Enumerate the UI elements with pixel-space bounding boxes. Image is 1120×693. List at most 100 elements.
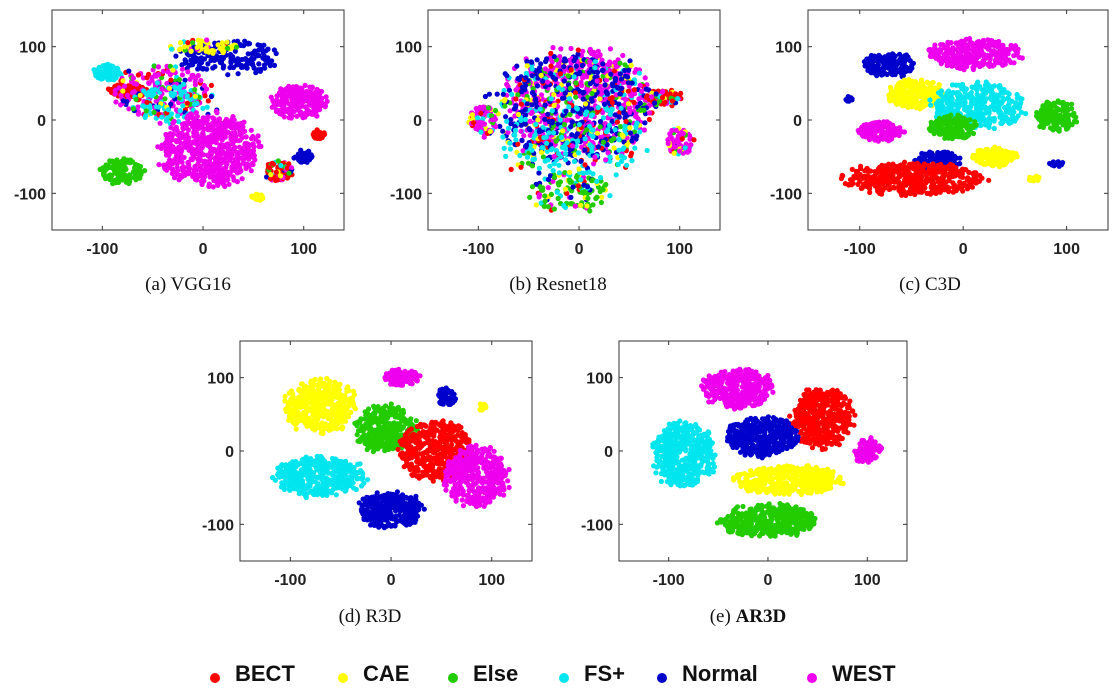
point-west — [159, 142, 165, 148]
point-fsplus — [978, 122, 984, 129]
point-normal — [263, 48, 269, 54]
point-normal — [515, 76, 521, 82]
point-normal — [237, 42, 243, 48]
point-west — [172, 156, 178, 162]
point-west — [180, 121, 186, 127]
point-fsplus — [994, 107, 1000, 113]
point-else — [515, 92, 521, 98]
point-fsplus — [529, 147, 535, 153]
point-else — [600, 139, 607, 145]
point-west — [307, 84, 313, 90]
point-west — [632, 69, 638, 75]
point-normal — [601, 101, 608, 107]
point-fsplus — [975, 79, 981, 85]
point-west — [979, 49, 985, 56]
point-fsplus — [1009, 112, 1016, 119]
point-west — [225, 176, 231, 183]
point-west — [181, 154, 187, 161]
point-fsplus — [506, 125, 512, 131]
point-west — [688, 142, 694, 148]
point-cae — [220, 43, 226, 49]
point-else — [600, 73, 606, 79]
point-normal — [486, 91, 492, 97]
point-bect — [667, 91, 673, 97]
point-west — [207, 143, 213, 150]
point-normal — [586, 69, 593, 75]
point-normal — [582, 147, 588, 153]
point-west — [527, 118, 533, 124]
point-bect — [631, 87, 638, 93]
point-normal — [506, 87, 513, 93]
point-west — [521, 133, 527, 139]
point-normal — [232, 57, 238, 64]
point-else — [151, 109, 157, 115]
point-west — [283, 86, 289, 92]
point-west — [307, 102, 314, 108]
point-cae — [918, 77, 925, 83]
point-west — [604, 77, 610, 83]
point-west — [240, 124, 246, 130]
point-else — [492, 108, 499, 114]
point-bect — [644, 93, 650, 99]
point-fsplus — [95, 67, 101, 73]
point-west — [192, 163, 198, 170]
point-fsplus — [940, 95, 946, 101]
point-west — [587, 59, 593, 65]
point-normal — [230, 64, 237, 71]
point-west — [167, 131, 173, 137]
point-else — [956, 119, 962, 125]
point-cae — [893, 86, 900, 92]
point-bect — [607, 96, 613, 102]
point-fsplus — [979, 92, 985, 98]
point-west — [167, 144, 173, 150]
point-west — [313, 99, 319, 106]
point-fsplus — [544, 148, 550, 154]
point-west — [242, 140, 248, 147]
point-west — [199, 169, 205, 175]
point-else — [525, 160, 532, 166]
point-fsplus — [988, 104, 994, 110]
point-normal — [538, 61, 544, 67]
point-normal — [612, 112, 618, 118]
point-fsplus — [512, 132, 518, 138]
point-west — [977, 63, 983, 70]
point-normal — [600, 67, 606, 73]
point-west — [1019, 55, 1025, 61]
point-else — [502, 103, 508, 109]
point-west — [529, 109, 535, 115]
point-normal — [653, 91, 659, 97]
point-cae — [900, 97, 906, 103]
panel-caption: (a) VGG16 — [145, 274, 231, 295]
point-normal — [242, 38, 248, 44]
point-west — [129, 90, 136, 96]
point-fsplus — [606, 122, 613, 128]
point-else — [542, 198, 548, 204]
point-bect — [575, 47, 581, 53]
point-west — [256, 143, 262, 149]
point-west — [169, 137, 175, 143]
point-west — [251, 144, 257, 150]
point-west — [595, 48, 601, 54]
point-normal — [645, 87, 652, 93]
point-normal — [511, 106, 517, 112]
point-normal — [244, 65, 250, 71]
point-west — [255, 133, 261, 139]
point-cae — [120, 88, 126, 94]
point-normal — [589, 98, 595, 104]
point-west — [620, 52, 626, 59]
point-else — [944, 114, 951, 120]
point-cae — [671, 150, 677, 156]
point-normal — [261, 62, 267, 68]
point-else — [540, 187, 546, 193]
point-west — [884, 119, 890, 125]
point-west — [187, 143, 193, 149]
point-west — [186, 139, 192, 145]
point-normal — [500, 91, 506, 97]
point-fsplus — [545, 157, 551, 163]
point-west — [126, 106, 132, 112]
point-west — [927, 48, 934, 54]
point-west — [954, 60, 960, 66]
point-fsplus — [474, 115, 481, 121]
point-normal — [261, 42, 267, 48]
